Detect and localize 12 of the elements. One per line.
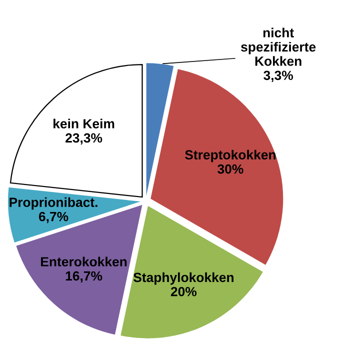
slice-label: Streptokokken	[185, 150, 276, 162]
slice-label: Enterokokken	[41, 256, 127, 266]
data-label: 6,7%	[38, 212, 68, 224]
data-label: 3,3%	[264, 70, 293, 82]
slice-label: nicht spezifizierte Kokken	[241, 28, 316, 66]
data-label: 16,7%	[66, 271, 102, 283]
data-label: 30%	[218, 164, 244, 174]
data-label: 20%	[170, 286, 197, 296]
data-label: 23,3%	[66, 133, 102, 145]
slice-label: Staphylokokken	[133, 272, 234, 285]
slice-label: Proprionibact.	[10, 197, 98, 210]
slice-label: kein Keim	[54, 118, 114, 128]
